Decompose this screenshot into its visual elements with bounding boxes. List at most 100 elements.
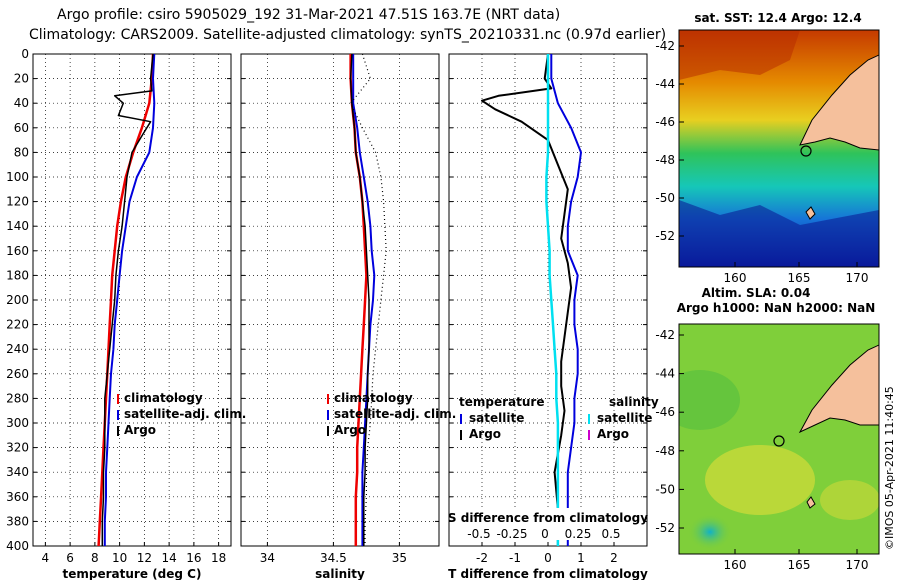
series-line-satellite-adj-clim- (352, 54, 376, 546)
sst-lon-label: 160 (724, 271, 747, 285)
series-line-temperature-satellite (550, 54, 582, 546)
depth-tick-label: 200 (6, 293, 29, 307)
sst-lat-label: -44 (655, 77, 675, 91)
series-line-salinity-satellite (545, 54, 560, 546)
depth-tick-label: 280 (6, 391, 29, 405)
sla-map: Altim. SLA: 0.04 Argo h1000: NaN h2000: … (655, 286, 880, 572)
sla-cyan-eddy (688, 514, 732, 550)
x-axis-label: T difference from climatology (448, 567, 648, 580)
depth-tick-label: 20 (14, 72, 29, 86)
x-tick-label: 12 (137, 551, 152, 565)
sla-lat-label: -46 (655, 405, 675, 419)
profile-panel-2: 34 34.5 35 salinity climatology satellite-adj… (240, 53, 456, 581)
x-tick-label: 8 (91, 551, 99, 565)
sst-lon-label: 165 (788, 271, 811, 285)
x-tick-label: -2 (476, 551, 488, 565)
profile-panel-3: -2 -1 0 1 2 T difference from climatology temp… (448, 53, 659, 581)
sst-lat-axis: -42 -44 -46 -48 -50 -52 (655, 39, 684, 243)
sla-new-zealand-landmass (798, 344, 879, 434)
depth-tick-label: 380 (6, 514, 29, 528)
depth-tick-label: 320 (6, 441, 29, 455)
sla-yellow-patch (705, 445, 815, 515)
sla-island (806, 496, 816, 509)
series-line-argo (349, 53, 370, 546)
sst-lon-axis: 160 165 170 (724, 262, 869, 285)
depth-tick-label: 120 (6, 195, 29, 209)
legend-label: Argo (597, 427, 629, 441)
x-tick-label: 2 (610, 551, 618, 565)
sla-lon-label: 170 (846, 558, 869, 572)
x-tick-label: 16 (186, 551, 201, 565)
x-tick-label: 4 (42, 551, 50, 565)
series-line-argo (101, 53, 154, 546)
depth-tick-label: 240 (6, 342, 29, 356)
x-tick-label: 34.5 (320, 551, 347, 565)
sla-lat-label: -44 (655, 367, 675, 381)
depth-tick-label: 80 (14, 145, 29, 159)
series-line-climatology (97, 53, 155, 547)
sst-lon-label: 170 (846, 271, 869, 285)
sst-new-zealand-landmass (799, 54, 879, 151)
legend-heading-salinity: salinity (609, 395, 659, 409)
depth-tick-label: 40 (14, 96, 29, 110)
sst-map-frame (678, 29, 880, 268)
sla-argo-position-marker (773, 435, 785, 447)
sst-map-title: sat. SST: 12.4 Argo: 12.4 (694, 11, 861, 25)
sla-map-frame (678, 323, 880, 555)
secondary-tick-label: -0.25 (496, 527, 527, 541)
sla-map-subtitle: Argo h1000: NaN h2000: NaN (677, 301, 876, 315)
legend-label: climatology (124, 391, 203, 405)
series-line-climatology (349, 54, 368, 546)
sst-argo-position-marker (800, 145, 812, 157)
secondary-tick-label: 0.5 (601, 527, 620, 541)
depth-tick-label: 140 (6, 219, 29, 233)
sst-lat-label: -46 (655, 115, 675, 129)
x-tick-label: 6 (66, 551, 74, 565)
depth-tick-label: 220 (6, 318, 29, 332)
sla-lat-label: -42 (655, 328, 675, 342)
x-tick-label: 18 (211, 551, 226, 565)
x-tick-label: 10 (112, 551, 127, 565)
series-line-satellite-adj-clim- (103, 53, 156, 546)
x-tick-label: 34 (260, 551, 275, 565)
depth-tick-label: 60 (14, 121, 29, 135)
sla-lat-label: -48 (655, 444, 675, 458)
sst-lat-label: -42 (655, 39, 675, 53)
legend-label: satellite-adj. clim. (124, 407, 246, 421)
depth-tick-label: 360 (6, 490, 29, 504)
depth-tick-label: 180 (6, 268, 29, 282)
x-tick-label: 35 (392, 551, 407, 565)
sla-yellow-patch-2 (820, 480, 879, 520)
imos-credit: ©IMOS 05-Apr-2021 11:40:45 (883, 386, 896, 550)
legend-label: satellite-adj. clim. (334, 407, 456, 421)
x-tick-label: 14 (161, 551, 176, 565)
series-line-temperature-argo (481, 53, 573, 546)
sla-lon-axis: 160 165 170 (724, 549, 869, 572)
depth-tick-label: 260 (6, 367, 29, 381)
depth-tick-label: 340 (6, 465, 29, 479)
secondary-tick-label: 0.25 (565, 527, 592, 541)
sst-warm-patch (679, 30, 800, 80)
legend-label: satellite (469, 411, 524, 425)
profile-panel-1: 0 20 40 60 80 100 120 140 160 180 200 220 240 260 280 3… (6, 47, 246, 581)
x-tick-label: 1 (577, 551, 585, 565)
x-axis-label: temperature (deg C) (63, 567, 202, 580)
depth-tick-label: 0 (21, 47, 29, 61)
secondary-axis-backdrop (452, 508, 644, 540)
depth-tick-label: 400 (6, 539, 29, 553)
legend-label: satellite (597, 411, 652, 425)
secondary-tick-label: 0 (541, 527, 549, 541)
secondary-tick-label: -0.5 (467, 527, 490, 541)
sst-island (805, 206, 816, 220)
x-tick-label: -1 (509, 551, 521, 565)
sla-lat-label: -50 (655, 482, 675, 496)
x-axis-label: salinity (315, 567, 365, 580)
legend-label: Argo (469, 427, 501, 441)
legend-label: Argo (124, 423, 156, 437)
header-line-1: Argo profile: csiro 5905029_192 31-Mar-2… (57, 7, 560, 23)
x-tick-label: 0 (544, 551, 552, 565)
sst-lat-label: -52 (655, 229, 675, 243)
depth-tick-label: 300 (6, 416, 29, 430)
